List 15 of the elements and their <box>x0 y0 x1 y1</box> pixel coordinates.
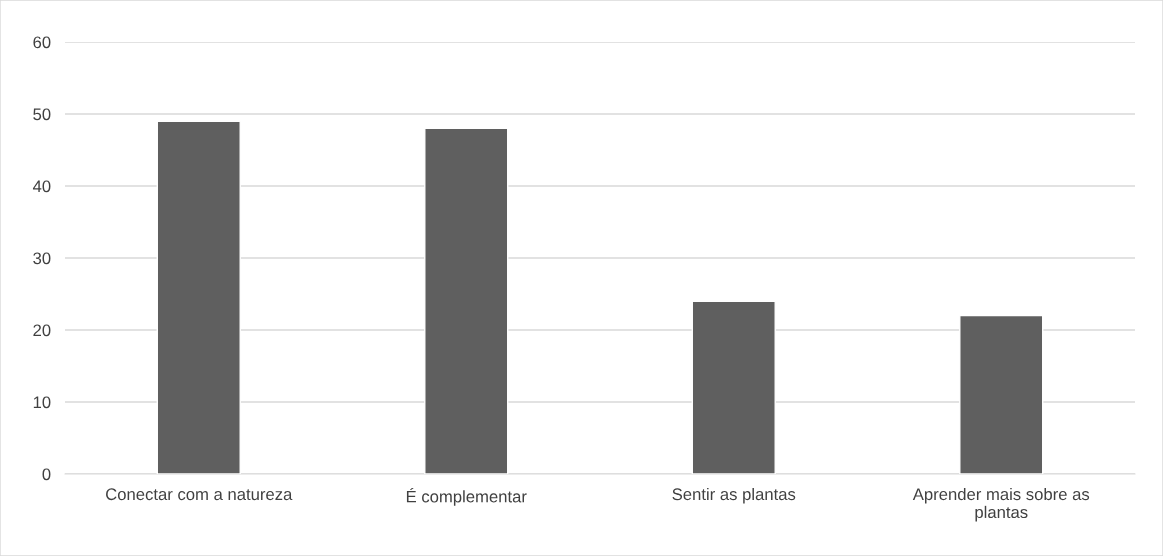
y-tick-label: 10 <box>33 396 51 409</box>
y-tick-label: 0 <box>42 468 51 481</box>
bar <box>424 127 509 474</box>
y-tick-label: 30 <box>33 252 51 265</box>
x-tick-label: Conectar com a natureza <box>106 488 293 501</box>
bar <box>156 120 241 474</box>
bar <box>959 314 1044 474</box>
y-tick-label: 60 <box>33 36 51 49</box>
x-tick-label: É complementar <box>406 487 527 506</box>
x-tick-label: Sentir as plantas <box>672 487 796 504</box>
y-tick-label: 40 <box>32 180 51 193</box>
bar <box>691 300 776 474</box>
x-tick-label: Aprender mais sobre as plantas <box>912 487 1090 522</box>
y-tick-label: 20 <box>33 324 51 337</box>
y-tick-label: 50 <box>33 108 51 121</box>
